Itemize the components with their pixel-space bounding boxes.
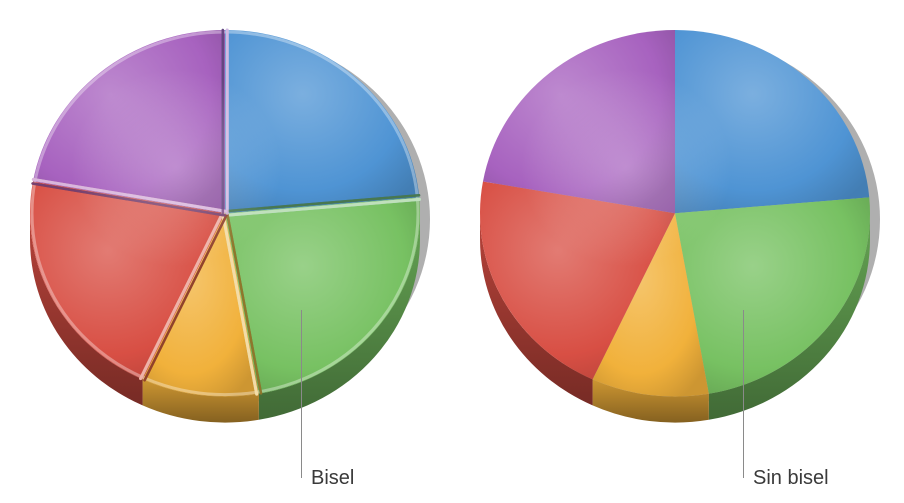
- pie-chart-no-bevel: [450, 0, 900, 457]
- callout-line-no-bevel: [743, 310, 744, 478]
- pie-chart-bevel: [0, 0, 450, 457]
- callout-label-no-bevel: Sin bisel: [753, 467, 829, 490]
- callout-label-bevel: Bisel: [311, 467, 354, 490]
- stage: Bisel Sin bisel: [0, 0, 904, 503]
- callout-line-bevel: [301, 310, 302, 478]
